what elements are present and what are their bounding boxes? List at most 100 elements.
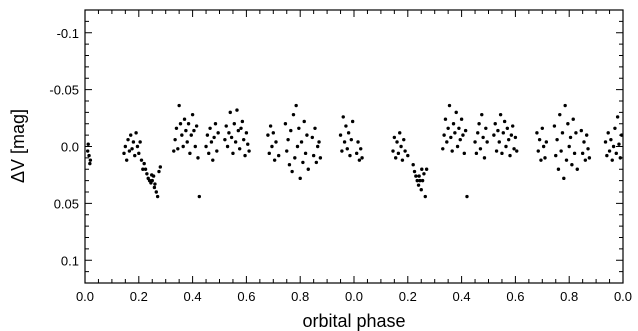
data-point <box>196 156 200 160</box>
data-point <box>492 133 496 137</box>
data-point <box>453 131 457 135</box>
data-point <box>540 126 544 130</box>
data-point <box>286 137 290 142</box>
data-point <box>539 158 543 162</box>
data-point <box>474 151 479 156</box>
data-point <box>233 140 238 144</box>
data-point <box>189 133 193 137</box>
x-tick-label: 0.6 <box>506 289 524 304</box>
data-point <box>454 110 458 115</box>
data-point <box>457 126 461 130</box>
data-point <box>124 158 129 162</box>
data-point <box>291 112 296 117</box>
data-point <box>478 147 483 151</box>
data-point <box>177 103 181 108</box>
data-point <box>340 149 344 153</box>
data-point <box>209 140 214 144</box>
data-point <box>237 147 242 151</box>
data-point <box>342 140 347 144</box>
y-tick-label: -0.1 <box>57 26 79 41</box>
data-point <box>154 190 158 194</box>
data-point <box>403 149 407 153</box>
data-point <box>155 194 160 199</box>
data-point <box>350 119 355 124</box>
x-tick-label: 0.8 <box>291 289 309 304</box>
data-point <box>86 142 90 146</box>
data-point <box>180 133 184 137</box>
data-point <box>227 131 231 135</box>
data-point <box>610 158 614 162</box>
data-point <box>552 124 557 128</box>
data-point <box>614 151 618 156</box>
data-point <box>450 149 454 153</box>
data-point <box>240 119 245 124</box>
data-point <box>606 131 610 135</box>
data-point <box>505 126 510 130</box>
data-point <box>484 126 488 130</box>
data-point <box>134 131 138 135</box>
data-point <box>306 167 310 171</box>
data-point <box>133 153 137 158</box>
data-point <box>126 137 130 142</box>
data-point <box>192 128 196 133</box>
data-point <box>509 133 514 137</box>
data-point <box>185 140 189 144</box>
data-point <box>150 178 154 183</box>
data-point <box>501 131 505 135</box>
data-point <box>446 126 450 130</box>
data-point <box>207 151 211 156</box>
data-point <box>465 194 469 199</box>
data-point <box>420 178 425 183</box>
data-point <box>504 144 508 149</box>
data-point <box>613 126 617 130</box>
data-point <box>564 158 569 162</box>
data-point <box>459 117 464 121</box>
data-point <box>544 140 549 144</box>
data-point <box>419 188 423 192</box>
data-point <box>395 140 399 144</box>
data-point <box>204 144 208 149</box>
axis-ticks <box>84 9 624 284</box>
data-point <box>313 126 317 130</box>
data-point <box>205 133 210 137</box>
x-tick-label: 0.2 <box>130 289 148 304</box>
data-point <box>393 156 398 160</box>
data-point <box>317 140 321 144</box>
data-point <box>314 160 319 165</box>
data-point <box>305 133 309 137</box>
data-point <box>268 124 273 128</box>
data-point <box>451 122 456 126</box>
data-point <box>414 174 418 178</box>
data-point <box>424 167 429 171</box>
data-point <box>584 133 589 137</box>
data-point <box>208 126 212 130</box>
data-point <box>416 183 421 187</box>
data-point <box>318 156 323 160</box>
data-point <box>473 140 477 144</box>
data-point <box>246 142 250 146</box>
data-point <box>174 126 179 130</box>
data-point <box>232 122 236 126</box>
data-point <box>476 131 480 135</box>
data-point <box>157 169 161 174</box>
data-point <box>223 137 227 142</box>
x-tick-label: 0.2 <box>399 289 417 304</box>
data-point <box>186 122 191 126</box>
data-point <box>508 153 512 158</box>
data-point <box>194 124 199 128</box>
data-point <box>172 149 176 153</box>
data-point <box>392 135 397 140</box>
y-axis-label: ΔV [mag] <box>8 109 28 183</box>
data-point <box>402 137 406 142</box>
data-point <box>293 156 297 160</box>
data-point <box>239 126 243 130</box>
data-point <box>197 194 202 199</box>
data-point <box>617 142 621 146</box>
data-point <box>568 135 573 140</box>
data-point <box>276 153 281 158</box>
data-point <box>449 135 453 140</box>
data-point <box>543 156 547 160</box>
data-point <box>455 144 460 149</box>
data-point <box>139 158 144 162</box>
data-point <box>418 178 422 183</box>
